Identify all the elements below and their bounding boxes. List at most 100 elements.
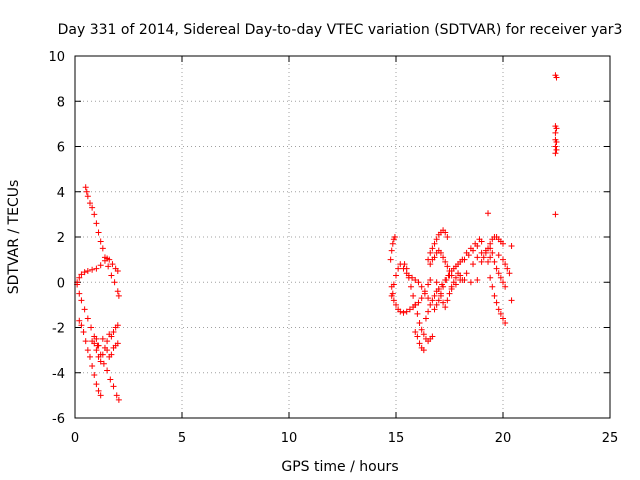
data-point: [444, 263, 451, 270]
data-point: [474, 254, 481, 261]
data-point: [86, 200, 93, 207]
data-point: [93, 335, 100, 342]
data-point: [412, 329, 419, 336]
data-point: [107, 376, 114, 383]
x-tick-label: 20: [495, 431, 512, 446]
data-point: [485, 245, 492, 252]
data-point: [489, 283, 496, 290]
data-point: [467, 245, 474, 252]
data-point: [495, 252, 502, 259]
data-point: [403, 265, 410, 272]
data-point: [446, 290, 453, 297]
data-point: [504, 265, 511, 272]
data-point: [431, 292, 438, 299]
data-point: [495, 270, 502, 277]
data-point: [452, 281, 459, 288]
data-point: [429, 245, 436, 252]
data-point: [431, 240, 438, 247]
data-point: [435, 297, 442, 304]
data-point: [108, 333, 115, 340]
data-point: [444, 297, 451, 304]
data-point: [442, 258, 449, 265]
data-point: [433, 301, 440, 308]
data-point: [109, 261, 116, 268]
data-point: [414, 333, 421, 340]
data-point: [416, 319, 423, 326]
data-point: [106, 256, 113, 263]
data-point: [99, 245, 106, 252]
data-point: [491, 292, 498, 299]
data-point: [91, 372, 98, 379]
data-point: [76, 290, 83, 297]
data-point: [108, 272, 115, 279]
data-point: [91, 340, 98, 347]
data-point: [406, 306, 413, 313]
data-point: [502, 261, 509, 268]
data-point: [95, 353, 102, 360]
data-point: [506, 270, 513, 277]
data-point: [489, 249, 496, 256]
data-point: [474, 276, 481, 283]
data-point: [76, 274, 83, 281]
data-point: [403, 308, 410, 315]
data-point: [95, 229, 102, 236]
data-point: [425, 295, 432, 302]
data-point: [452, 274, 459, 281]
data-point: [89, 204, 96, 211]
data-point: [387, 256, 394, 263]
data-point: [412, 301, 419, 308]
data-point: [407, 283, 414, 290]
data-point: [115, 396, 122, 403]
data-point: [497, 274, 504, 281]
data-point: [502, 283, 509, 290]
data-point: [463, 249, 470, 256]
data-point: [104, 347, 111, 354]
data-point: [427, 261, 434, 268]
data-point: [114, 322, 121, 329]
data-point: [493, 265, 500, 272]
data-point: [467, 279, 474, 286]
data-point: [487, 254, 494, 261]
data-point: [108, 351, 115, 358]
data-point: [401, 261, 408, 268]
x-tick-label: 0: [71, 431, 79, 446]
x-tick-labels: 0 5 10 15 20 25: [71, 431, 618, 446]
data-point: [500, 315, 506, 322]
data-point: [400, 309, 407, 316]
data-point: [99, 335, 106, 342]
data-point: [480, 254, 487, 261]
data-point: [448, 286, 455, 293]
data-point: [91, 211, 98, 218]
data-point: [89, 362, 96, 369]
data-point: [442, 229, 449, 236]
data-point: [508, 243, 515, 250]
data-point: [485, 210, 492, 217]
data-point: [427, 301, 434, 308]
data-point: [104, 367, 111, 374]
data-point: [100, 360, 107, 367]
data-point: [114, 267, 121, 274]
y-axis-label: SDTVAR / TECUs: [6, 180, 22, 295]
data-point: [84, 193, 91, 200]
data-point: [76, 317, 83, 324]
data-point: [391, 234, 398, 240]
y-tick-label: 8: [57, 95, 65, 110]
data-point: [405, 274, 412, 281]
data-point: [459, 256, 466, 263]
data-point: [422, 315, 429, 322]
data-point: [93, 381, 100, 388]
data-point: [437, 292, 444, 299]
data-point: [110, 383, 117, 390]
data-point: [84, 347, 91, 354]
data-point: [553, 146, 560, 153]
data-point: [431, 254, 438, 261]
data-point: [412, 276, 419, 283]
data-point: [111, 279, 118, 286]
data-point: [425, 281, 432, 288]
data-point: [82, 184, 89, 191]
x-tick-label: 5: [178, 431, 186, 446]
data-point: [500, 279, 506, 286]
data-point: [427, 276, 434, 283]
data-point: [495, 306, 502, 313]
